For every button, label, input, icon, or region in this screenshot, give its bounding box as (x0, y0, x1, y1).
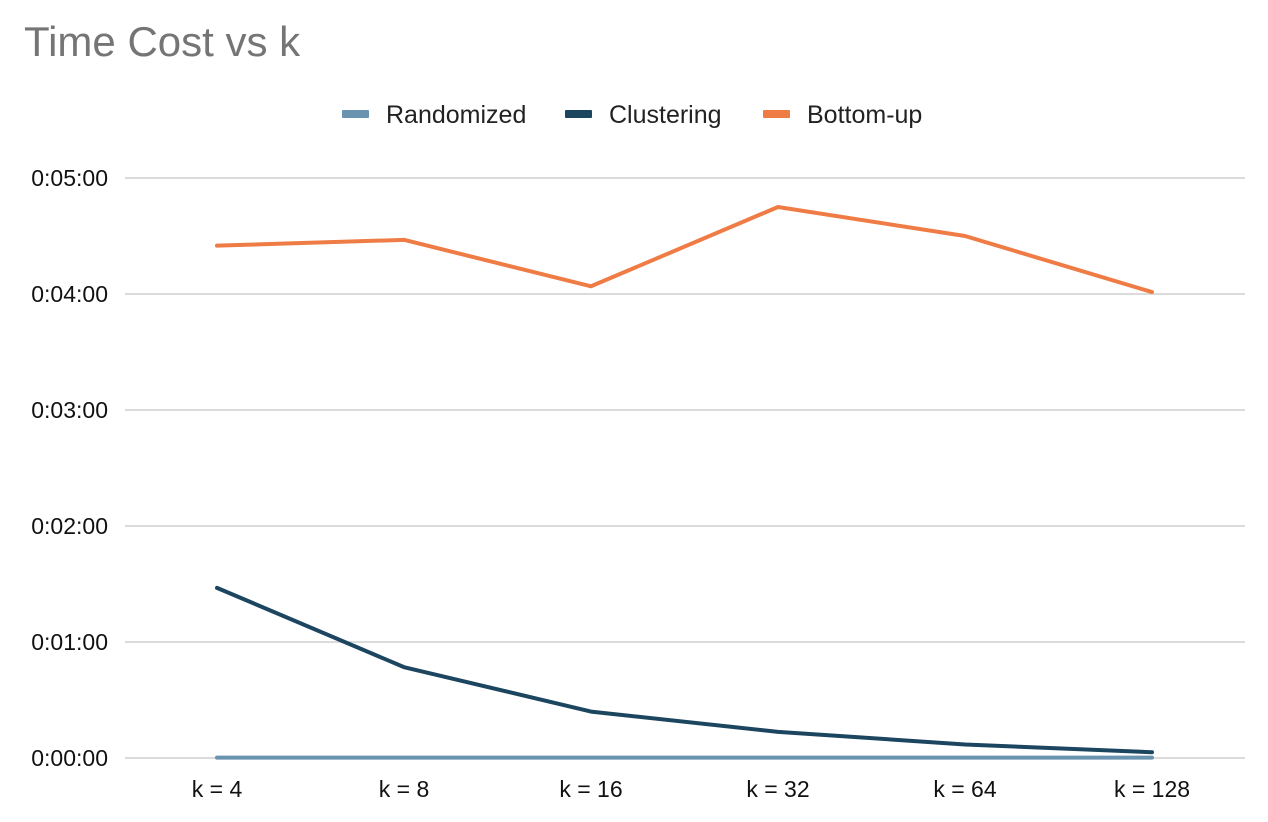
x-axis-tick-labels: k = 4 k = 8 k = 16 k = 32 k = 64 k = 128 (192, 776, 1190, 802)
y-tick-label-3: 0:03:00 (31, 397, 108, 423)
series-line-bottom-up (215, 205, 1154, 295)
data-point-clustering-k-16 (591, 711, 592, 712)
series-bottom-up (215, 205, 1154, 295)
y-tick-label-1: 0:01:00 (31, 629, 108, 655)
x-tick-label-k-64: k = 64 (933, 776, 997, 802)
data-point-clustering-k-32 (778, 731, 779, 732)
legend-label-clustering: Clustering (609, 101, 722, 129)
y-tick-label-4: 0:04:00 (31, 281, 108, 307)
x-tick-label-k-32: k = 32 (746, 776, 809, 802)
legend: Randomized Clustering Bottom-up (342, 101, 922, 129)
data-point-randomized-k-16 (591, 757, 592, 758)
y-tick-label-5: 0:05:00 (31, 165, 108, 191)
series-line-clustering (215, 585, 1154, 755)
data-point-clustering-k-64 (965, 744, 966, 745)
y-tick-label-0: 0:00:00 (31, 745, 108, 771)
data-point-clustering-k-4 (217, 587, 218, 588)
data-point-bottom-up-k-4 (217, 245, 218, 246)
legend-swatch-randomized (342, 110, 369, 118)
y-tick-label-2: 0:02:00 (31, 513, 108, 539)
x-tick-label-k-16: k = 16 (559, 776, 622, 802)
y-axis-tick-labels: 0:00:00 0:01:00 0:02:00 0:03:00 0:04:00 0:05:… (31, 165, 108, 771)
data-point-bottom-up-k-128 (1152, 292, 1153, 293)
gridlines (125, 177, 1245, 759)
data-point-clustering-k-8 (404, 667, 405, 668)
chart-title: Time Cost vs k (24, 18, 301, 65)
legend-swatch-bottom-up (763, 110, 790, 118)
data-point-bottom-up-k-32 (778, 207, 779, 208)
series-randomized (215, 755, 1154, 760)
data-point-randomized-k-32 (778, 757, 779, 758)
data-point-clustering-k-128 (1152, 752, 1153, 753)
x-tick-label-k-8: k = 8 (379, 776, 430, 802)
legend-label-randomized: Randomized (386, 101, 526, 129)
data-point-randomized-k-64 (965, 757, 966, 758)
x-tick-label-k-4: k = 4 (192, 776, 243, 802)
legend-swatch-clustering (565, 110, 592, 118)
data-point-bottom-up-k-8 (404, 239, 405, 240)
x-tick-label-k-128: k = 128 (1114, 776, 1190, 802)
legend-label-bottom-up: Bottom-up (807, 101, 922, 129)
data-point-randomized-k-8 (404, 757, 405, 758)
data-point-randomized-k-128 (1152, 757, 1153, 758)
data-point-bottom-up-k-64 (965, 236, 966, 237)
data-point-randomized-k-4 (217, 757, 218, 758)
series-clustering (215, 585, 1154, 755)
data-point-bottom-up-k-16 (591, 286, 592, 287)
series-lines (215, 205, 1154, 760)
